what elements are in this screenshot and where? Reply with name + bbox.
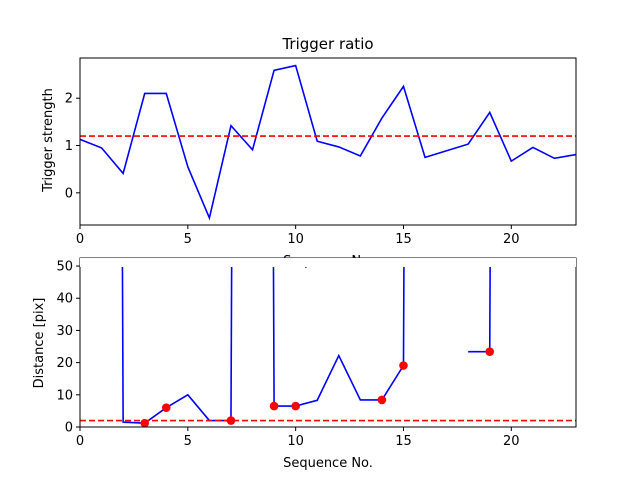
marker-point (269, 401, 279, 411)
trigger-ratio-chart: Trigger ratio 0 5 10 15 20 0 1 2 Trigger streng… (41, 35, 577, 247)
marker-point (226, 416, 236, 425)
y-tick-label: 20 (56, 356, 73, 371)
y-tick-label: 30 (56, 324, 73, 339)
y-tick-label: 2 (65, 92, 73, 107)
x-tick-label: 15 (395, 434, 412, 449)
x-tick-label: 10 (287, 434, 304, 449)
x-tick-label: 15 (395, 232, 412, 247)
marker-point (485, 347, 495, 356)
y-axis-label: Trigger strength (41, 88, 56, 193)
marker-point (161, 403, 171, 412)
marker-point (140, 418, 149, 427)
marker-point (291, 401, 300, 411)
x-axis-label: Sequence No. (283, 456, 373, 471)
plot-frame (79, 57, 577, 226)
x-tick-label: 0 (76, 232, 84, 247)
plot-marks (80, 64, 576, 221)
y-axis-label: Distance [pix] (32, 298, 47, 389)
y-tick-label: 40 (56, 292, 73, 307)
chart-title: Trigger ratio (281, 35, 373, 53)
marker-point (399, 361, 408, 370)
series-line (80, 64, 576, 221)
y-tick-label: 0 (65, 186, 73, 201)
lower-plot-background (80, 258, 576, 267)
x-tick-label: 10 (287, 232, 304, 247)
x-tick-label: 20 (503, 434, 520, 449)
y-tick-label: 0 (65, 421, 73, 436)
x-tick-label: 5 (184, 434, 192, 449)
y-tick-label: 50 (56, 260, 73, 275)
marker-point (377, 395, 387, 405)
y-tick-label: 1 (65, 139, 73, 154)
y-tick-label: 10 (56, 388, 73, 403)
x-tick-label: 0 (76, 434, 84, 449)
x-tick-label: 20 (503, 232, 520, 247)
plot-area: 0 5 10 15 20 0 1 2 (65, 57, 577, 247)
x-tick-label: 5 (184, 232, 192, 247)
